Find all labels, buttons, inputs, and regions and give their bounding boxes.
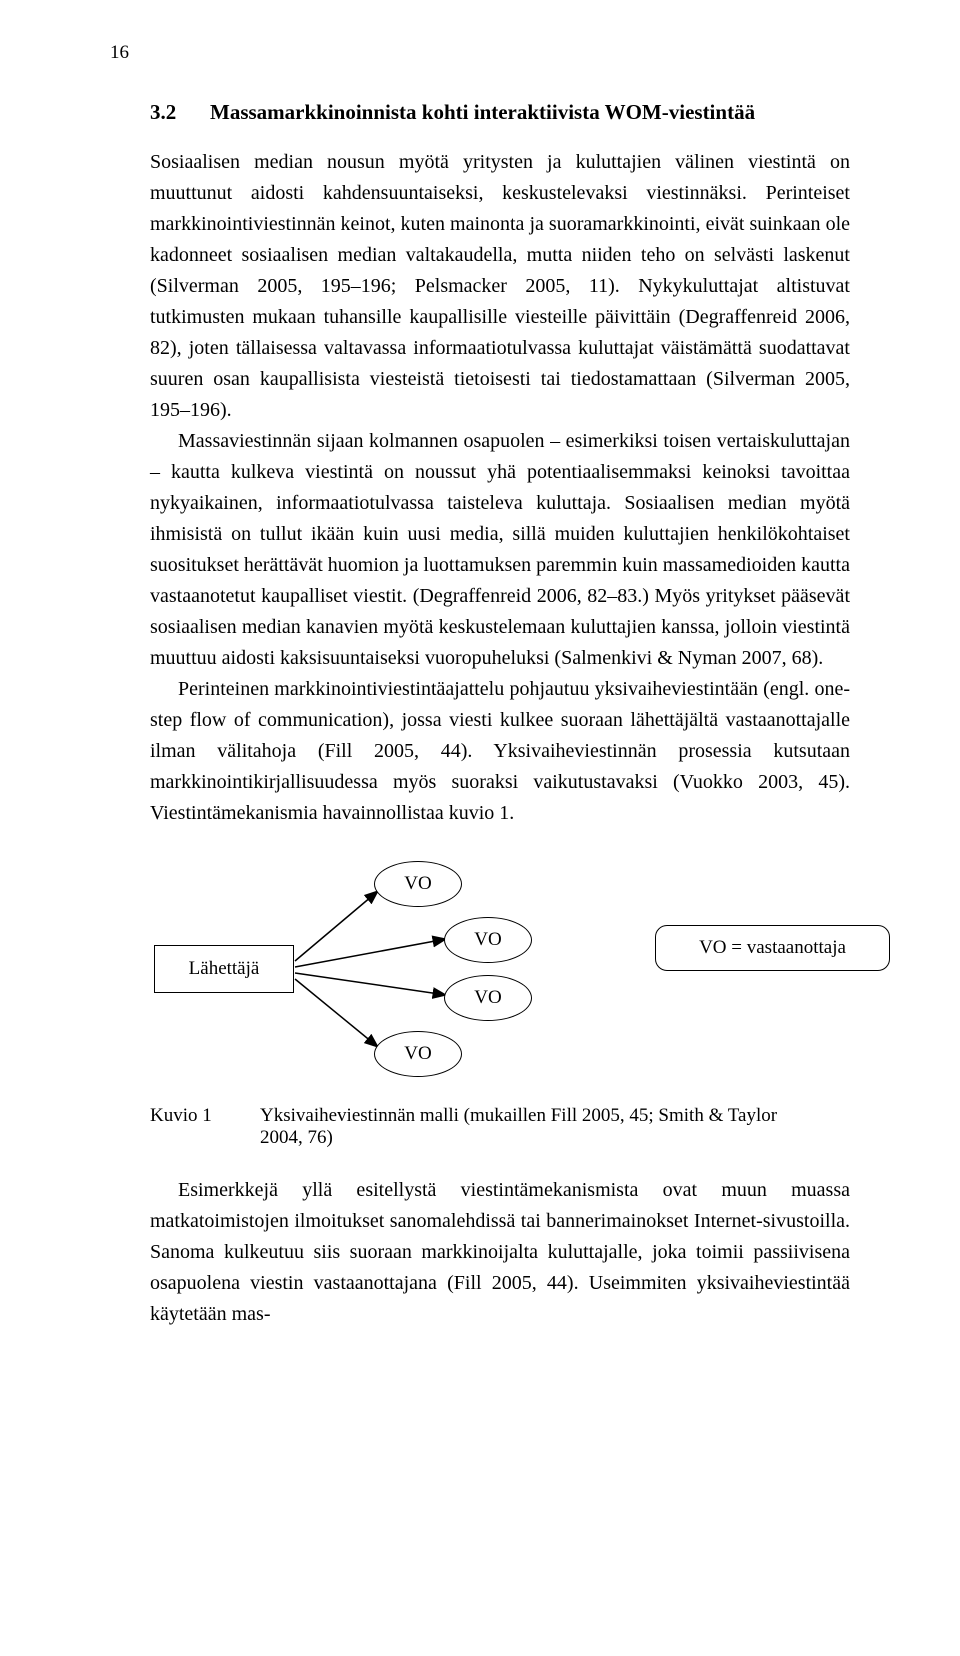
vo-node-4: VO [374, 1031, 462, 1077]
paragraph-3: Perinteinen markkinointiviestintäajattel… [150, 674, 850, 829]
arrow-2 [295, 939, 446, 967]
page-number: 16 [110, 42, 129, 64]
arrow-1 [295, 891, 378, 961]
figure-label: Kuvio 1 [150, 1105, 260, 1127]
body-text-block-1: Sosiaalisen median nousun myötä yrityste… [150, 147, 850, 829]
paragraph-4: Esimerkkejä yllä esitellystä viestintäme… [150, 1175, 850, 1330]
figure-desc-line1: Yksivaiheviestinnän malli (mukaillen Fil… [260, 1105, 777, 1126]
figure-caption: Kuvio 1Yksivaiheviestinnän malli (mukail… [150, 1105, 850, 1149]
vo-node-2: VO [444, 917, 532, 963]
arrow-4 [295, 979, 378, 1047]
flow-diagram: Lähettäjä VOVOVOVO VO = vastaanottaja [150, 857, 850, 1087]
page: 16 3.2Massamarkkinoinnista kohti interak… [0, 0, 960, 1656]
section-title: Massamarkkinoinnista kohti interaktiivis… [210, 100, 755, 124]
section-heading: 3.2Massamarkkinoinnista kohti interaktii… [150, 100, 850, 125]
section-number: 3.2 [150, 100, 210, 125]
legend-box: VO = vastaanottaja [655, 925, 890, 971]
arrow-3 [295, 973, 446, 995]
paragraph-2: Massaviestinnän sijaan kolmannen osapuol… [150, 426, 850, 674]
vo-node-1: VO [374, 861, 462, 907]
figure-desc: Yksivaiheviestinnän malli (mukaillen Fil… [260, 1105, 842, 1149]
sender-node: Lähettäjä [154, 945, 294, 993]
paragraph-1: Sosiaalisen median nousun myötä yrityste… [150, 147, 850, 426]
figure-desc-line2: 2004, 76) [260, 1127, 333, 1148]
body-text-block-2: Esimerkkejä yllä esitellystä viestintäme… [150, 1175, 850, 1330]
vo-node-3: VO [444, 975, 532, 1021]
